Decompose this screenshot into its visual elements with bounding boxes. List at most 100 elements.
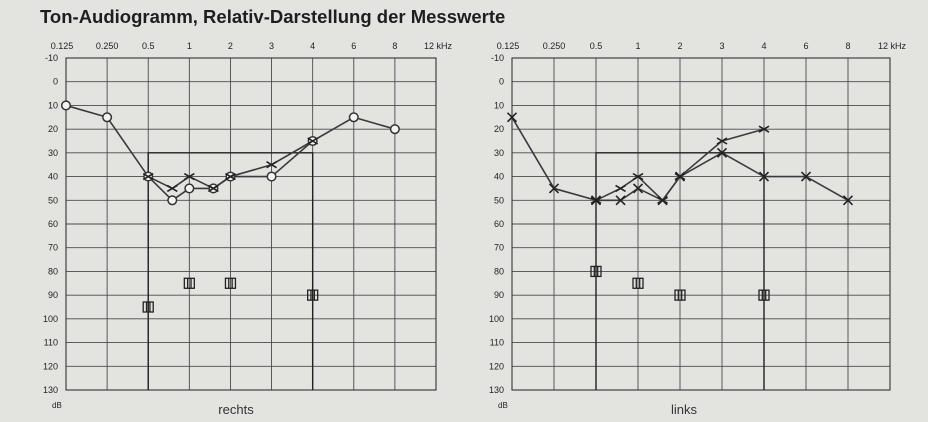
- masking-marker-box: [142, 301, 154, 313]
- data-point-arrow: [632, 172, 644, 181]
- arrow-stroke: [590, 196, 602, 204]
- y-unit-label: dB: [498, 401, 508, 410]
- plot-frame: [511, 57, 891, 391]
- y-tick-label: 0: [499, 77, 504, 87]
- chart-title: Ton-Audiogramm, Relativ-Darstellung der …: [40, 6, 506, 27]
- data-point-arrow: [590, 196, 602, 204]
- arrow-stroke: [657, 196, 668, 204]
- masking-marker-box: [590, 265, 602, 278]
- y-tick-label: 50: [494, 195, 504, 205]
- x-tick-label: 12 kHz: [424, 41, 453, 51]
- y-tick-label: 100: [43, 314, 58, 324]
- arrow-stroke: [615, 184, 626, 193]
- data-point-circle: [102, 112, 113, 123]
- x-tick-label: 0.250: [543, 41, 566, 51]
- x-tick-label: 4: [310, 41, 315, 51]
- arrow-stroke: [674, 172, 686, 181]
- arrow-stroke: [716, 137, 728, 145]
- data-point-arrow: [615, 184, 626, 193]
- arrow-stroke: [225, 172, 236, 181]
- masking-marker-box: [183, 277, 195, 289]
- audiogram-right-ear: -10 0 10 20 30 40 50 60 70 80 90 100 110 120 130 0.125 0…: [43, 41, 453, 417]
- x-tick-label: 0.5: [142, 41, 155, 51]
- data-point-arrow: [307, 137, 319, 145]
- y-tick-label: 100: [489, 314, 504, 324]
- y-tick-label: 120: [489, 361, 504, 371]
- data-point-cross: [716, 147, 728, 158]
- cross-stroke: [615, 195, 626, 206]
- data-point-cross: [506, 112, 518, 123]
- data-point-cross: [615, 195, 626, 206]
- x-tick-label: 0.250: [96, 41, 119, 51]
- y-tick-label: 70: [494, 243, 504, 253]
- x-tick-label: 8: [845, 41, 850, 51]
- y-tick-label: 120: [43, 361, 58, 371]
- x-tick-label: 8: [392, 41, 397, 51]
- masking-marker: [674, 289, 686, 301]
- ear-label: links: [671, 402, 698, 417]
- masking-marker: [224, 277, 237, 289]
- ear-label: rechts: [218, 402, 254, 417]
- masking-marker: [142, 301, 154, 313]
- x-tick-label: 3: [719, 41, 724, 51]
- x-tick-label: 2: [677, 41, 682, 51]
- data-point-arrow: [657, 196, 668, 204]
- y-tick-label: -10: [45, 53, 58, 63]
- cross-stroke: [758, 171, 770, 182]
- x-tick-label: 3: [269, 41, 274, 51]
- cross-stroke: [506, 112, 518, 123]
- data-point-cross: [758, 171, 770, 182]
- y-tick-label: 110: [490, 338, 504, 348]
- data-point-arrow: [225, 172, 236, 181]
- y-tick-label: 20: [48, 124, 58, 134]
- arrow-stroke: [307, 137, 319, 145]
- y-unit-label: dB: [52, 401, 62, 410]
- masking-marker-box: [307, 289, 319, 301]
- arrow-stroke: [632, 172, 644, 181]
- masking-marker: [183, 277, 195, 289]
- audiogram-left-ear: -10 0 10 20 30 40 50 60 70 80 90 100 110 120 130 0.125 0…: [489, 41, 907, 417]
- y-tick-label: 40: [494, 172, 504, 182]
- data-point-circle: [184, 183, 195, 194]
- data-point-arrow: [142, 172, 154, 181]
- x-tick-label: 0.5: [590, 41, 603, 51]
- data-point-cross: [548, 183, 560, 194]
- cross-stroke: [632, 183, 644, 194]
- plot-frame: [65, 57, 437, 391]
- y-tick-label: 10: [494, 100, 504, 110]
- y-tick-label: 80: [48, 266, 58, 276]
- y-tick-label: 30: [48, 148, 58, 158]
- y-tick-label: 20: [494, 124, 504, 134]
- y-tick-label: 60: [48, 219, 58, 229]
- y-tick-label: 60: [494, 219, 504, 229]
- arrow-stroke: [142, 172, 154, 181]
- x-tick-label: 0.125: [51, 41, 74, 51]
- data-point-circle: [167, 195, 178, 206]
- data-point-arrow: [183, 172, 195, 181]
- cross-stroke: [800, 171, 812, 182]
- data-point-cross: [632, 183, 644, 194]
- cross-stroke: [716, 147, 728, 158]
- data-point-circle: [60, 100, 72, 111]
- y-tick-label: 130: [43, 385, 58, 395]
- masking-marker-box: [224, 277, 237, 289]
- x-tick-label: 0.125: [497, 41, 520, 51]
- masking-marker: [632, 277, 644, 289]
- arrow-stroke: [207, 184, 219, 193]
- x-tick-label: 2: [228, 41, 233, 51]
- y-tick-label: 90: [48, 290, 58, 300]
- data-point-arrow: [166, 184, 178, 193]
- y-tick-label: 10: [48, 100, 58, 110]
- data-point-arrow: [758, 125, 770, 133]
- masking-marker: [307, 289, 319, 301]
- data-point-circle: [389, 124, 400, 135]
- y-tick-label: 0: [53, 77, 58, 87]
- data-point-circle: [348, 112, 359, 123]
- y-tick-label: 50: [48, 195, 58, 205]
- masking-marker: [590, 265, 602, 278]
- arrow-stroke: [758, 125, 770, 133]
- cross-stroke: [842, 195, 854, 206]
- x-tick-label: 1: [635, 41, 640, 51]
- x-tick-label: 1: [187, 41, 192, 51]
